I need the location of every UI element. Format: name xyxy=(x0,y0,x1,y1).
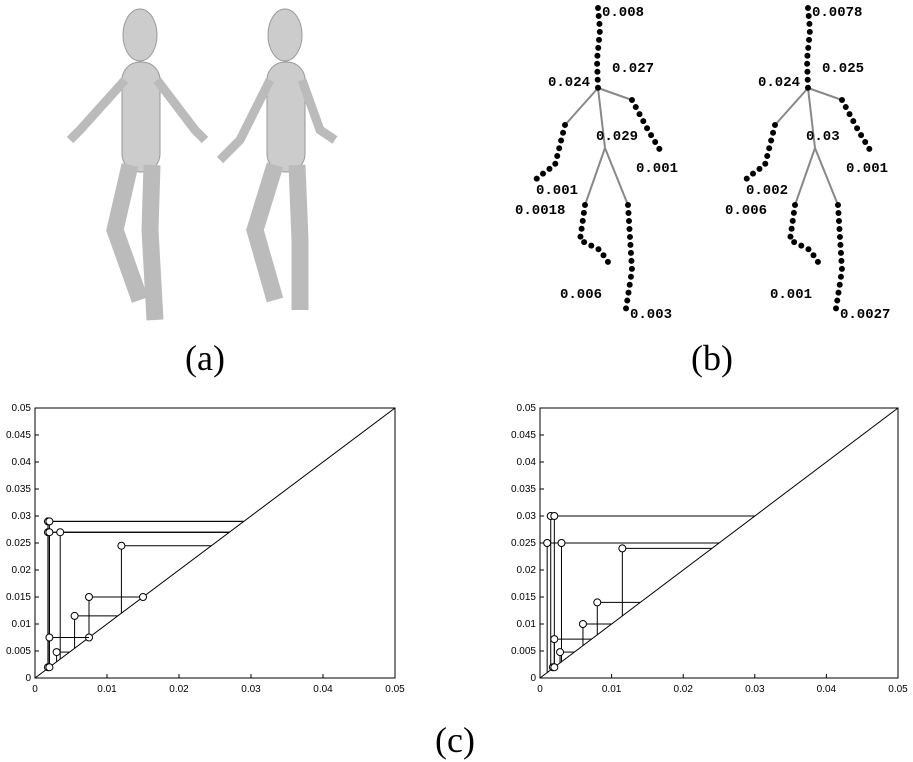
point xyxy=(46,664,53,671)
point xyxy=(46,518,53,525)
point xyxy=(118,542,125,549)
y-tick-label: 0.005 xyxy=(6,646,31,657)
point xyxy=(140,594,147,601)
skeleton-label: 0.0027 xyxy=(840,307,890,323)
y-tick-label: 0.02 xyxy=(12,565,32,576)
figure: 0.008 0.027 0.024 0.029 0.001 0.001 0.0018 0.00… xyxy=(0,0,913,762)
x-tick-label: 0.01 xyxy=(97,684,117,695)
skeleton-label: 0.006 xyxy=(560,287,602,303)
y-tick-label: 0.04 xyxy=(517,457,537,468)
x-tick-label: 0.02 xyxy=(169,684,189,695)
y-tick-label: 0 xyxy=(530,673,536,684)
point xyxy=(46,634,53,641)
y-tick-label: 0.035 xyxy=(511,484,536,495)
skeleton-label: 0.024 xyxy=(758,75,800,91)
point xyxy=(551,636,558,643)
y-tick-label: 0.025 xyxy=(6,538,31,549)
meshes xyxy=(70,9,335,320)
mesh-left xyxy=(70,9,205,320)
point xyxy=(544,540,551,547)
y-tick-label: 0.01 xyxy=(12,619,32,630)
y-tick-label: 0.03 xyxy=(12,511,32,522)
point xyxy=(594,599,601,606)
point xyxy=(57,529,64,536)
x-tick-label: 0 xyxy=(32,684,38,695)
mesh-right xyxy=(220,9,335,310)
caption: (c) xyxy=(435,720,475,760)
caption: (b) xyxy=(691,338,733,378)
skeleton-label: 0.025 xyxy=(822,61,864,77)
y-tick-label: 0.015 xyxy=(511,592,536,603)
skeleton-label: 0.003 xyxy=(630,307,672,323)
point xyxy=(71,612,78,619)
x-tick-label: 0.01 xyxy=(602,684,622,695)
x-tick-label: 0.04 xyxy=(313,684,333,695)
y-tick-label: 0.045 xyxy=(6,430,31,441)
point xyxy=(53,649,60,656)
x-tick-label: 0.03 xyxy=(241,684,261,695)
skeleton-label: 0.001 xyxy=(846,161,888,177)
x-tick-label: 0.04 xyxy=(817,684,837,695)
point xyxy=(558,540,565,547)
skeleton-label: 0.03 xyxy=(806,129,840,145)
y-tick-label: 0.03 xyxy=(517,511,537,522)
x-tick-label: 0.05 xyxy=(888,684,908,695)
skeleton: 0.0078 0.025 0.024 0.03 0.001 0.002 0.006 0.001… xyxy=(725,5,890,323)
point xyxy=(579,621,586,628)
skeleton-label: 0.002 xyxy=(746,183,788,199)
x-tick-label: 0.02 xyxy=(673,684,693,695)
x-tick-label: 0.03 xyxy=(745,684,765,695)
skeleton-label: 0.024 xyxy=(548,75,590,91)
skeleton-label: 0.008 xyxy=(602,5,644,21)
y-tick-label: 0.025 xyxy=(511,538,536,549)
skeleton-label: 0.0078 xyxy=(812,5,862,21)
caption: (a) xyxy=(185,338,225,378)
point xyxy=(46,529,53,536)
y-tick-label: 0 xyxy=(25,673,31,684)
skeleton: 0.008 0.027 0.024 0.029 0.001 0.001 0.0018 0.00… xyxy=(515,5,678,323)
skeleton-label: 0.006 xyxy=(725,203,767,219)
skeleton-label: 0.027 xyxy=(612,61,654,77)
skeleton-label: 0.029 xyxy=(596,129,638,145)
y-tick-label: 0.05 xyxy=(517,403,537,414)
y-tick-label: 0.015 xyxy=(6,592,31,603)
skeleton-label: 0.0018 xyxy=(515,203,565,219)
skeleton-label: 0.001 xyxy=(536,183,578,199)
point xyxy=(86,594,93,601)
y-tick-label: 0.01 xyxy=(517,619,537,630)
skeleton-label: 0.001 xyxy=(770,287,812,303)
y-tick-label: 0.05 xyxy=(12,403,32,414)
y-tick-label: 0.04 xyxy=(12,457,32,468)
x-tick-label: 0 xyxy=(537,684,543,695)
point xyxy=(619,545,626,552)
y-tick-label: 0.005 xyxy=(511,646,536,657)
point xyxy=(551,513,558,520)
x-tick-label: 0.05 xyxy=(385,684,405,695)
point xyxy=(551,664,558,671)
y-tick-label: 0.02 xyxy=(517,565,537,576)
point xyxy=(557,649,564,656)
skeleton-label: 0.001 xyxy=(636,161,678,177)
y-tick-label: 0.045 xyxy=(511,430,536,441)
y-tick-label: 0.035 xyxy=(6,484,31,495)
